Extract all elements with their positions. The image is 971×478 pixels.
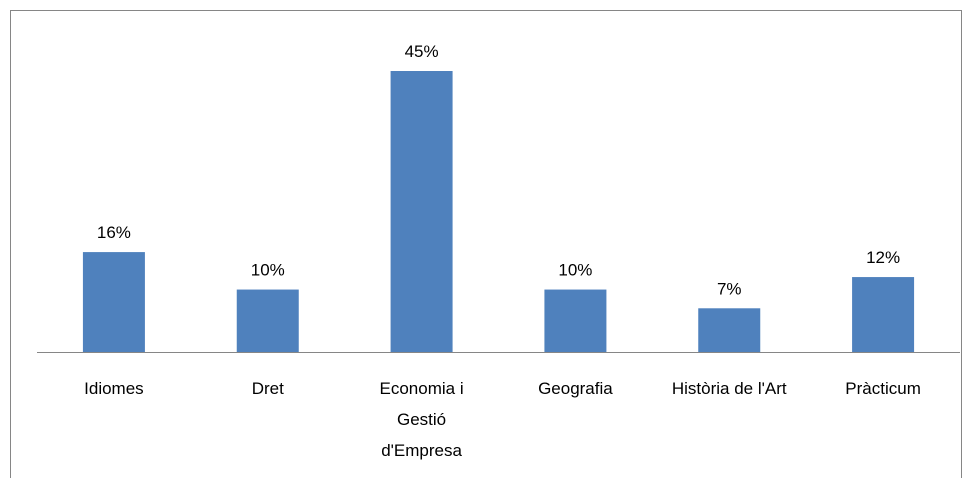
data-label: 45% bbox=[405, 42, 439, 61]
bar bbox=[82, 252, 145, 352]
x-tick-label: Idiomes bbox=[84, 379, 144, 398]
bar bbox=[390, 71, 453, 352]
x-tick-label: Dret bbox=[251, 379, 284, 398]
data-label: 7% bbox=[717, 279, 742, 298]
data-label: 10% bbox=[558, 261, 592, 280]
x-tick-label: Economia i Gestió d'Empresa bbox=[379, 379, 464, 460]
x-tick-label: Pràcticum bbox=[845, 379, 921, 398]
chart-border bbox=[10, 10, 962, 478]
x-tick-label: Geografia bbox=[538, 379, 613, 398]
x-tick-label: Història de l'Art bbox=[671, 379, 787, 398]
bar bbox=[698, 308, 761, 352]
data-label: 10% bbox=[251, 261, 285, 280]
bar bbox=[852, 277, 915, 352]
bar bbox=[544, 289, 607, 352]
data-label: 16% bbox=[97, 223, 131, 242]
bar bbox=[236, 289, 299, 352]
data-label: 12% bbox=[866, 248, 900, 267]
